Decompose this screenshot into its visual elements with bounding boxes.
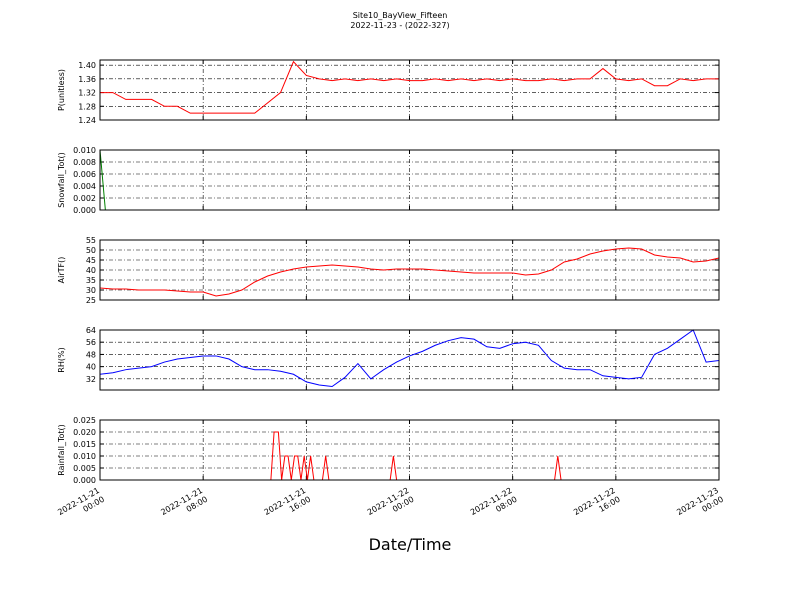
y-axis-label: Snowfall_Tot() [57, 152, 66, 208]
plot-frame [99, 149, 720, 211]
y-axis-label: RH(%) [57, 347, 66, 372]
y-tick-label: 0.010 [73, 146, 96, 155]
x-tick-label: 2022-11-2200:00 [366, 486, 416, 526]
y-tick-label: 0.010 [73, 452, 96, 461]
plot-frame [99, 329, 720, 391]
y-tick-label: 0.020 [73, 428, 96, 437]
x-axis-label: Date/Time [369, 535, 452, 554]
x-tick-label: 2022-11-2100:00 [56, 486, 106, 526]
y-tick-label: 48 [86, 350, 96, 359]
x-tick-label: 2022-11-2208:00 [469, 486, 519, 526]
y-tick-label: 40 [86, 363, 96, 372]
plot-frame [99, 239, 720, 301]
x-tick-label: 2022-11-2216:00 [572, 486, 622, 526]
y-tick-label: 64 [86, 326, 96, 335]
y-axis-label: AirTF() [57, 257, 66, 284]
y-tick-label: 50 [86, 246, 96, 255]
y-tick-label: 55 [86, 236, 96, 245]
y-tick-label: 0.005 [73, 464, 96, 473]
y-tick-label: 25 [86, 296, 96, 305]
y-axis-label: Rainfall_Tot() [57, 424, 66, 476]
y-tick-label: 0.002 [73, 194, 96, 203]
y-tick-label: 1.40 [78, 61, 96, 70]
chart-title: Site10_BayView_Fifteen [353, 11, 448, 20]
y-tick-label: 0.015 [73, 440, 96, 449]
y-tick-label: 1.28 [78, 102, 96, 111]
y-tick-label: 45 [86, 256, 96, 265]
y-tick-label: 0.000 [73, 206, 96, 215]
chart-subtitle: 2022-11-23 - (2022-327) [350, 21, 449, 30]
y-tick-label: 0.004 [73, 182, 96, 191]
y-tick-label: 0.025 [73, 416, 96, 425]
x-tick-label: 2022-11-2108:00 [159, 486, 209, 526]
y-tick-label: 40 [86, 266, 96, 275]
y-tick-label: 1.36 [78, 75, 96, 84]
data-line [99, 329, 720, 388]
y-tick-label: 1.24 [78, 116, 96, 125]
y-axis-label: P(unitless) [57, 69, 66, 111]
y-tick-label: 56 [86, 338, 96, 347]
plot-frame [99, 59, 720, 121]
y-tick-label: 0.000 [73, 476, 96, 485]
y-tick-label: 30 [86, 286, 96, 295]
y-tick-label: 1.32 [78, 89, 96, 98]
x-tick-label: 2022-11-2116:00 [263, 486, 313, 526]
data-line [100, 60, 719, 114]
data-line [99, 247, 720, 297]
x-tick-label: 2022-11-2300:00 [675, 486, 725, 526]
y-tick-label: 0.006 [73, 170, 96, 179]
y-tick-label: 35 [86, 276, 96, 285]
y-tick-label: 32 [86, 375, 96, 384]
plot-frame [99, 419, 720, 481]
y-tick-label: 0.008 [73, 158, 96, 167]
